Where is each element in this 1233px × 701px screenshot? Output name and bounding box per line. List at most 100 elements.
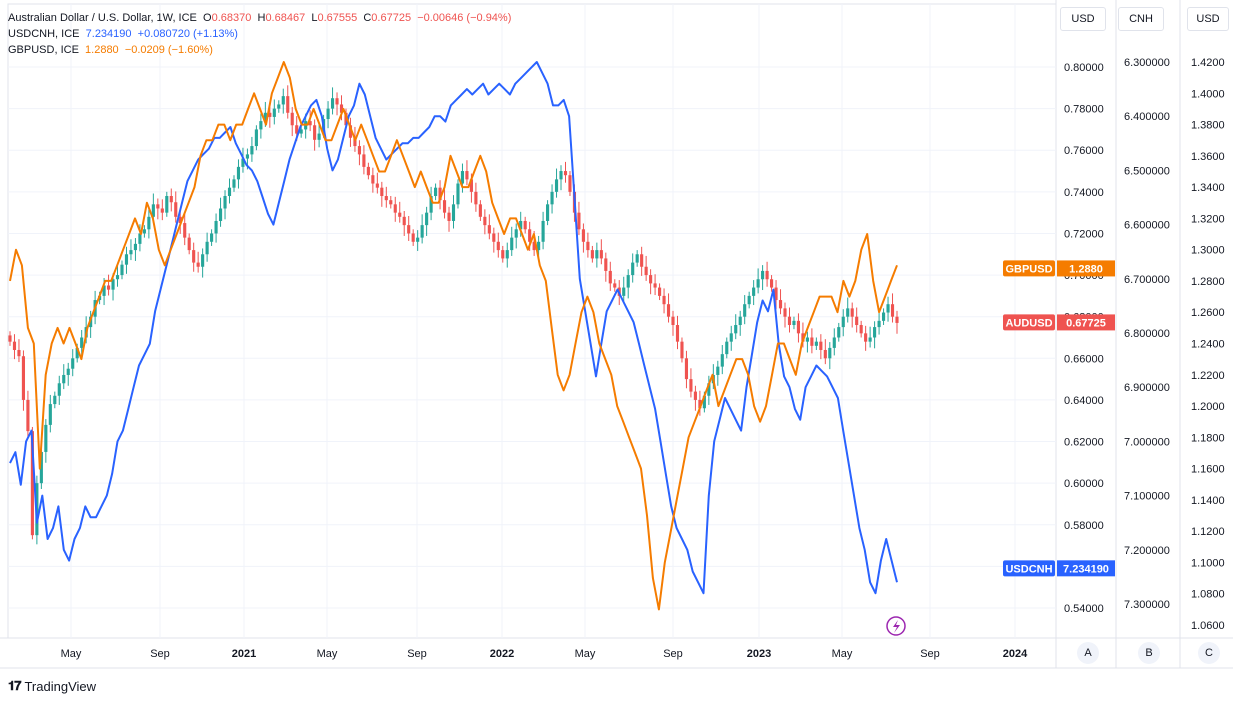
legend-close-label: C — [363, 12, 372, 24]
last-label-value-bg — [1057, 560, 1115, 577]
candle-body — [205, 241, 209, 255]
candle-body — [693, 391, 697, 400]
scale-button-c[interactable]: C — [1198, 642, 1220, 664]
candle-body — [227, 187, 232, 197]
candle-body — [702, 395, 706, 409]
candle-body — [823, 349, 827, 359]
candle-body — [514, 229, 518, 238]
x-tick: May — [61, 648, 82, 660]
candle-body — [747, 295, 751, 305]
candle-body — [608, 270, 612, 284]
legend-open-label: O — [203, 12, 212, 24]
candle-body — [192, 250, 196, 263]
scale-button-a[interactable]: A — [1077, 642, 1099, 664]
candle-body — [102, 285, 106, 296]
legend-usdcnh-change: +0.080720 (+1.13%) — [137, 28, 238, 40]
unit-button-a[interactable]: USD — [1060, 7, 1106, 31]
candle-body — [183, 223, 187, 238]
candle-body — [53, 395, 57, 405]
candle-body — [236, 166, 241, 180]
candle-body — [272, 108, 276, 117]
candle-body — [71, 358, 75, 369]
candle-body — [21, 356, 26, 400]
candle-body — [546, 204, 550, 221]
candle-body — [675, 325, 680, 342]
y-tick-a: 0.76000 — [1064, 145, 1104, 157]
candle-body — [492, 233, 496, 242]
y-tick-b: 6.900000 — [1124, 382, 1170, 394]
candle-body — [890, 304, 895, 317]
legend-usdcnh-symbol: USDCNH, ICE — [8, 28, 80, 40]
candle-body — [223, 196, 227, 209]
candle-body — [201, 254, 205, 267]
candle-body — [196, 262, 200, 267]
branding[interactable]: 𝟏𝟕 TradingView — [8, 678, 96, 694]
candle-body — [362, 154, 366, 167]
x-tick: May — [317, 648, 338, 660]
candle-body — [57, 383, 61, 396]
candle-body — [581, 229, 585, 242]
y-tick-c: 1.1800 — [1191, 432, 1225, 444]
y-tick-b: 6.500000 — [1124, 165, 1170, 177]
candle-body — [805, 337, 809, 342]
candle-body — [707, 383, 711, 396]
candle-body — [689, 379, 693, 392]
candle-body — [277, 104, 281, 109]
candle-body — [138, 233, 142, 244]
y-tick-c: 1.1000 — [1191, 557, 1225, 569]
y-tick-c: 1.2800 — [1191, 276, 1225, 288]
y-tick-a: 0.80000 — [1064, 62, 1104, 74]
candle-body — [44, 424, 48, 452]
unit-button-c[interactable]: USD — [1187, 7, 1229, 31]
candle-body — [684, 358, 689, 380]
candle-body — [868, 337, 872, 342]
candle-body — [510, 237, 514, 251]
candle-body — [120, 264, 124, 276]
candle-body — [586, 241, 590, 251]
candle-body — [254, 129, 258, 147]
x-tick: May — [575, 648, 596, 660]
candle-body — [66, 368, 70, 375]
y-tick-c: 1.1200 — [1191, 526, 1225, 538]
unit-button-b[interactable]: CNH — [1118, 7, 1164, 31]
candle-body — [550, 191, 554, 205]
y-tick-a: 0.54000 — [1064, 603, 1104, 615]
candle-body — [160, 208, 164, 213]
candle-body — [26, 399, 30, 432]
candle-body — [348, 125, 353, 138]
legend: Australian Dollar / U.S. Dollar, 1W, ICE… — [8, 10, 511, 58]
y-tick-a: 0.78000 — [1064, 104, 1104, 116]
candle-body — [716, 366, 720, 375]
legend-usdcnh-value: 7.234190 — [85, 28, 132, 40]
candle-body — [886, 304, 890, 313]
candle-body — [214, 220, 218, 234]
last-label-name: AUDUSD — [1005, 317, 1052, 329]
candle-body — [554, 179, 559, 192]
candle-body — [218, 208, 223, 221]
candle-body — [344, 112, 348, 126]
candle-body — [299, 129, 303, 134]
candle-body — [465, 171, 469, 180]
candle-body — [353, 137, 357, 147]
candle-body — [290, 112, 294, 126]
scale-button-b[interactable]: B — [1138, 642, 1160, 664]
last-label-value: 7.234190 — [1063, 563, 1109, 575]
last-label-name-bg — [1003, 314, 1055, 331]
candle-body — [622, 287, 626, 296]
candle-body — [501, 250, 505, 259]
candle-body — [339, 104, 344, 113]
candle-body — [313, 125, 317, 140]
y-tick-a: 0.58000 — [1064, 520, 1104, 532]
y-tick-a: 0.64000 — [1064, 395, 1104, 407]
candle-body — [635, 254, 639, 263]
candle-body — [295, 125, 299, 134]
candle-body — [850, 308, 854, 317]
y-tick-a: 0.66000 — [1064, 353, 1104, 365]
y-tick-c: 1.4000 — [1191, 88, 1225, 100]
series-audusd — [8, 85, 899, 545]
candle-body — [568, 175, 572, 192]
candle-body — [438, 187, 442, 201]
x-tick: 2024 — [1003, 648, 1028, 660]
candle-body — [778, 300, 783, 309]
